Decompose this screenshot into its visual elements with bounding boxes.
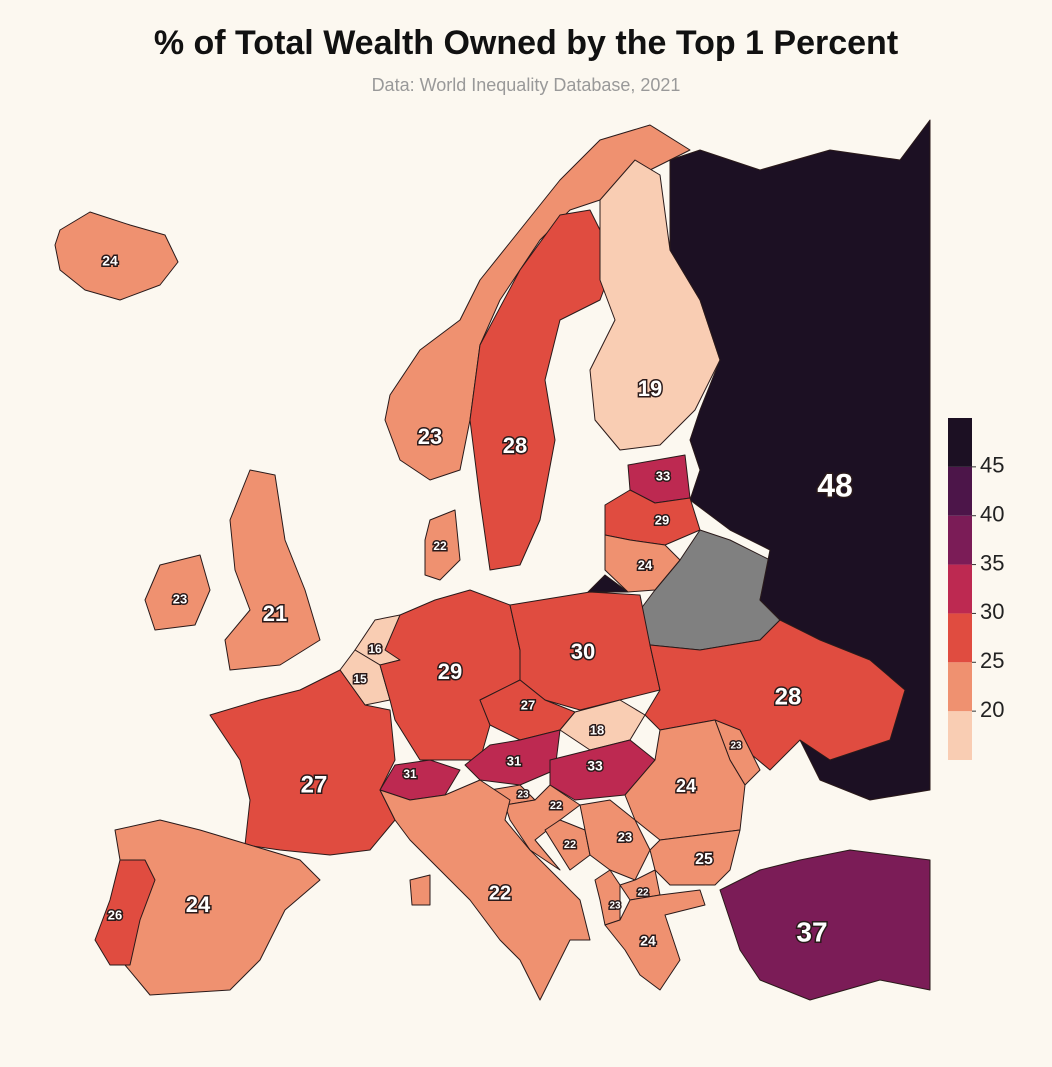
region <box>224 469 321 671</box>
colorbar-band <box>948 564 972 614</box>
region-label: 23 <box>730 741 742 752</box>
colorbar-band <box>948 418 972 467</box>
region-label: 22 <box>433 539 447 553</box>
region-label: 18 <box>590 722 604 737</box>
region <box>604 534 681 593</box>
colorbar-tick-label: 20 <box>980 697 1004 722</box>
region <box>469 209 616 571</box>
region <box>604 889 706 991</box>
colorbar-band <box>948 711 972 760</box>
region-label: 16 <box>368 642 382 656</box>
region-label: 28 <box>503 433 527 458</box>
colorbar-tick-label: 40 <box>980 502 1004 527</box>
region-label: 31 <box>507 753 521 768</box>
regions <box>54 119 931 1001</box>
region-label: 24 <box>186 892 211 917</box>
region-label: 29 <box>655 512 669 527</box>
region <box>619 869 661 901</box>
region-label: 28 <box>775 683 802 710</box>
colorbar-band <box>948 613 972 663</box>
region-label: 30 <box>571 639 595 664</box>
region-label: 23 <box>618 829 632 844</box>
region <box>624 719 746 841</box>
region <box>379 779 591 1001</box>
map-title: % of Total Wealth Owned by the Top 1 Per… <box>154 24 898 62</box>
region <box>589 159 721 451</box>
region-label: 15 <box>353 672 367 686</box>
colorbar-tick-label: 30 <box>980 599 1004 624</box>
region-label: 23 <box>517 790 529 801</box>
region-label: 29 <box>438 659 462 684</box>
region-label: 37 <box>796 916 827 947</box>
region-label: 48 <box>817 467 853 503</box>
region-label: 23 <box>609 901 621 912</box>
region-label: 24 <box>638 557 653 572</box>
region-label: 26 <box>108 907 122 922</box>
colorbar: 20 25 30 35 40 45 <box>948 418 1004 760</box>
region-label: 23 <box>418 424 442 449</box>
region-label: 24 <box>102 253 118 269</box>
colorbar-band <box>948 662 972 712</box>
region-label: 22 <box>550 800 562 812</box>
region-label: 31 <box>403 767 417 781</box>
colorbar-band <box>948 515 972 565</box>
region-label: 22 <box>489 882 511 904</box>
region-label: 22 <box>637 888 649 899</box>
labels: 24 23 28 19 48 33 29 24 22 23 21 16 15 29 30 27 18 31 31 33… <box>101 251 855 950</box>
region-label: 27 <box>301 771 328 798</box>
region-label: 21 <box>263 601 287 626</box>
region <box>144 554 211 631</box>
region-label: 24 <box>676 776 696 796</box>
colorbar-tick-label: 35 <box>980 550 1004 575</box>
region <box>54 211 179 301</box>
region-label: 33 <box>587 758 603 774</box>
region-label: 25 <box>695 851 713 868</box>
colorbar-band <box>948 466 972 516</box>
colorbar-tick-label: 25 <box>980 648 1004 673</box>
region-label: 24 <box>640 933 656 949</box>
region <box>424 509 461 581</box>
region-label: 22 <box>564 839 576 851</box>
region-label: 33 <box>656 468 670 483</box>
region <box>464 729 561 786</box>
region <box>719 849 931 1001</box>
region <box>644 619 906 771</box>
region-label: 23 <box>173 591 187 606</box>
region-label: 19 <box>638 376 662 401</box>
colorbar-tick-label: 45 <box>980 453 1004 478</box>
region <box>94 859 156 966</box>
map-subtitle: Data: World Inequality Database, 2021 <box>372 75 681 95</box>
region-label: 27 <box>521 697 535 712</box>
region <box>649 829 741 886</box>
